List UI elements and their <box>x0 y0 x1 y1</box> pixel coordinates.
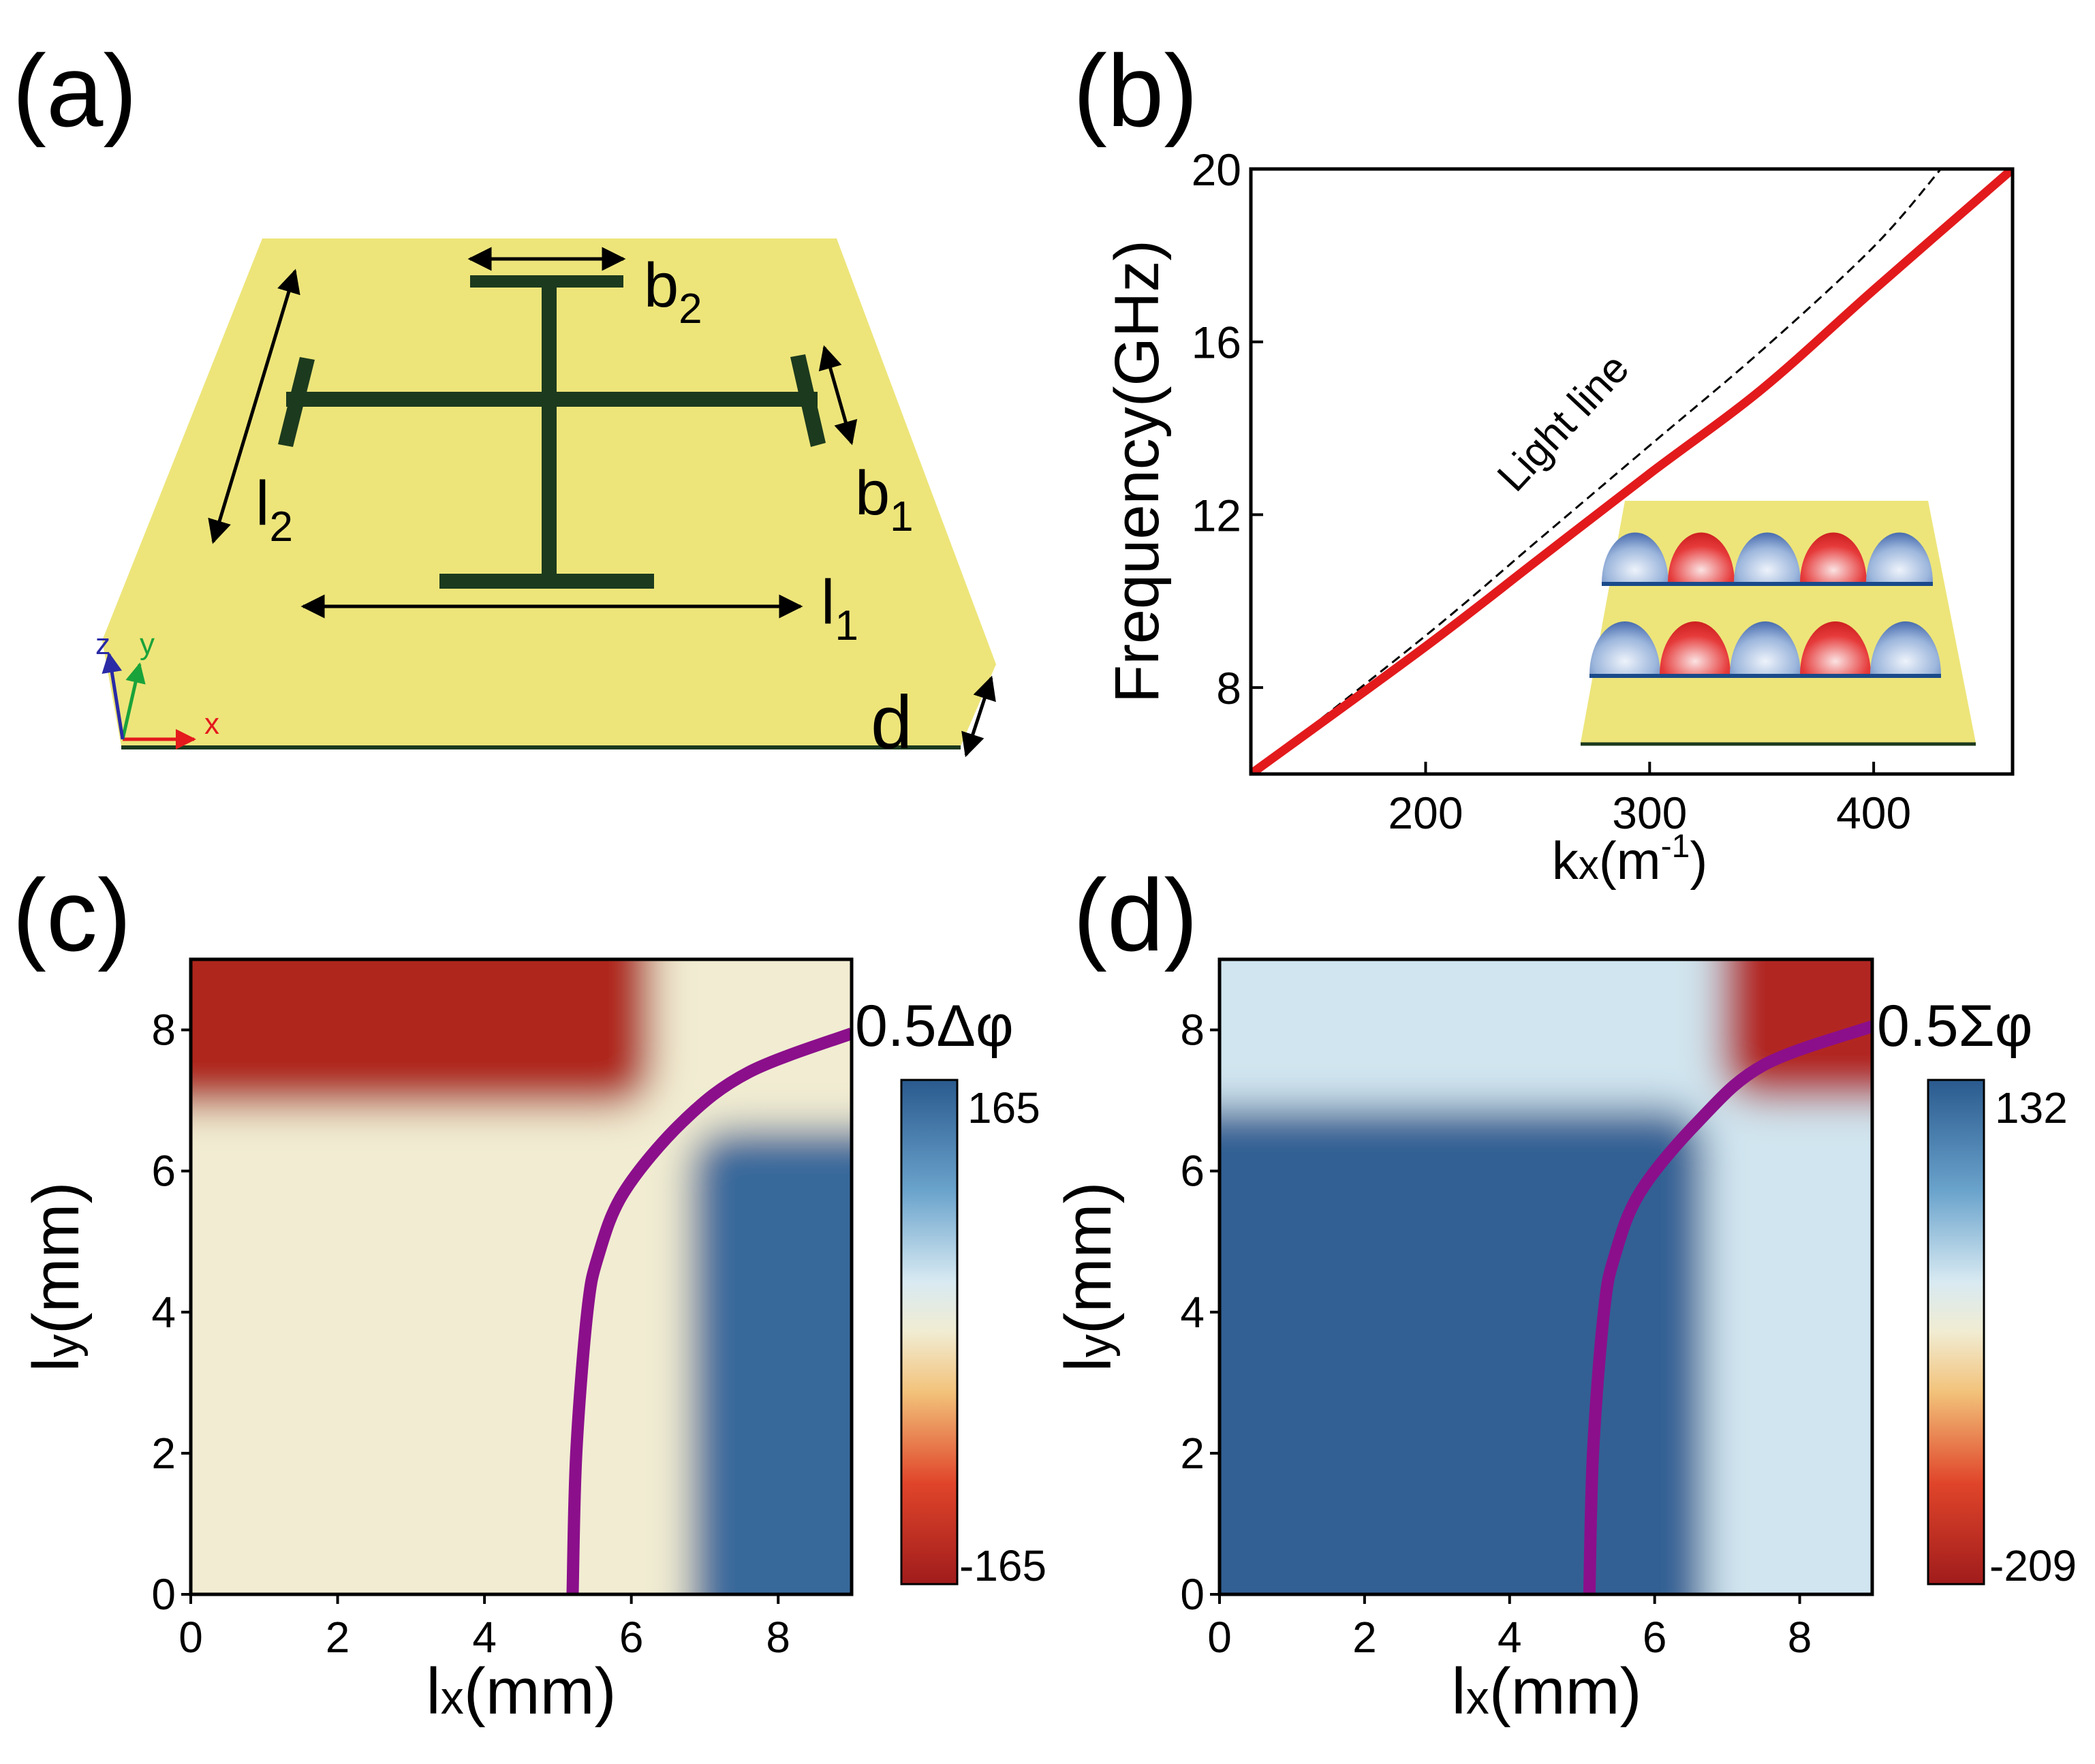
dispersion-curve <box>1251 169 2013 774</box>
red-mode-dome <box>1800 532 1867 583</box>
blue-mode-dome <box>1730 621 1801 675</box>
inset-diagram <box>1581 501 1976 746</box>
xtick-label: 0 <box>1207 1613 1232 1662</box>
heatmap-region <box>191 959 653 1108</box>
axis-y-label: y <box>140 628 155 661</box>
xtick-label: 8 <box>766 1613 790 1662</box>
xtick-label: 4 <box>472 1613 497 1662</box>
ytick-label: 0 <box>1180 1570 1205 1619</box>
b-xtick-label: 200 <box>1388 788 1463 838</box>
panel-d-curve <box>1583 1020 1872 1594</box>
panel-c-chart: 0 2 4 6 8 0 2 4 6 8 lx(mm) ly(mm) 0.5Δφ 165 -165 <box>20 957 1046 1728</box>
label-d: d <box>871 681 912 764</box>
blue-mode-dome <box>1602 532 1669 583</box>
ytick-label: 6 <box>151 1147 176 1196</box>
b-ytick-label: 16 <box>1192 318 1241 368</box>
colorbar-d-min: -209 <box>1989 1541 2077 1590</box>
panel-c-ylabel: ly(mm) <box>20 1181 93 1372</box>
xtick-label: 2 <box>326 1613 350 1662</box>
panel-c-curve <box>566 1027 852 1594</box>
ytick-label: 6 <box>1180 1147 1205 1196</box>
panel-c-ticks: 0 2 4 6 8 0 2 4 6 8 <box>151 1006 790 1662</box>
xtick-label: 2 <box>1352 1613 1377 1662</box>
ytick-label: 2 <box>151 1429 176 1478</box>
blue-mode-dome <box>1589 621 1660 675</box>
heatmap-region <box>1220 1107 1706 1594</box>
label-b1: b1 <box>855 459 914 540</box>
panel-c-label: (c) <box>12 858 131 972</box>
label-l1: l1 <box>821 568 858 649</box>
blue-mode-dome <box>1734 532 1801 583</box>
colorbar-c-min: -165 <box>959 1541 1046 1590</box>
ytick-label: 4 <box>151 1288 176 1337</box>
panel-c-frame <box>189 957 854 1596</box>
panel-b-label: (b) <box>1073 33 1198 148</box>
ytick-label: 8 <box>1180 1006 1205 1055</box>
colorbar-d-title: 0.5Σφ <box>1877 993 2032 1059</box>
b-xtick-label: 400 <box>1836 788 1911 838</box>
coordinate-axes: x y z <box>95 628 219 749</box>
panel-d-xlabel: lx(mm) <box>1451 1655 1641 1728</box>
colorbar-d <box>1927 1079 1985 1585</box>
panel-d-frame <box>1217 957 1874 1596</box>
colorbar-d-max: 132 <box>1995 1083 2068 1132</box>
ytick-label: 0 <box>151 1570 176 1619</box>
label-l2: l2 <box>255 469 293 551</box>
panel-b-ticks: 200 300 400 8 12 16 20 <box>1192 144 1912 838</box>
b-ytick-label: 8 <box>1216 663 1241 713</box>
panel-b-ylabel: Frequency(GHz) <box>1102 240 1172 703</box>
unit-cell-diagram: b2 l2 b1 l1 d x y z <box>95 238 996 764</box>
panel-c-xlabel: lx(mm) <box>426 1655 616 1728</box>
panel-b-xlabel: kx(m-1) <box>1552 829 1708 891</box>
panel-d-chart: 0 2 4 6 8 0 2 4 6 8 lx(mm) ly(mm) 0.5Σφ 132 -209 <box>1052 957 2077 1728</box>
axis-z-label: z <box>95 628 110 661</box>
blue-mode-dome <box>1866 532 1933 583</box>
red-mode-dome <box>1660 621 1731 675</box>
panel-d-label: (d) <box>1073 858 1198 972</box>
colorbar-c <box>900 1079 959 1585</box>
ytick-label: 2 <box>1180 1429 1205 1478</box>
b-ytick-label: 12 <box>1192 490 1241 540</box>
xtick-label: 0 <box>179 1613 203 1662</box>
xtick-label: 6 <box>1643 1613 1667 1662</box>
heatmap-region <box>689 1128 852 1594</box>
blue-mode-dome <box>1870 621 1941 675</box>
label-b2: b2 <box>644 251 702 332</box>
panel-b-frame <box>1249 167 2015 776</box>
xtick-label: 4 <box>1497 1613 1522 1662</box>
panel-d-ylabel: ly(mm) <box>1052 1181 1125 1372</box>
b-ytick-label: 20 <box>1192 144 1241 195</box>
b-xtick-label: 300 <box>1612 788 1687 838</box>
panel-b-chart: 200 300 400 8 12 16 20 Light line Frequency(GH… <box>1102 144 2015 891</box>
ytick-label: 8 <box>151 1006 176 1055</box>
red-mode-dome <box>1668 532 1735 583</box>
ytick-label: 4 <box>1180 1288 1205 1337</box>
dimension-arrows <box>208 247 996 758</box>
light-line <box>1251 169 1942 774</box>
colorbar-c-title: 0.5Δφ <box>855 993 1014 1059</box>
light-line-label: Light line <box>1489 345 1639 501</box>
xtick-label: 8 <box>1788 1613 1812 1662</box>
colorbar-c-max: 165 <box>967 1083 1040 1132</box>
axis-x-label: x <box>204 707 219 741</box>
xtick-label: 6 <box>619 1613 644 1662</box>
panel-a-label: (a) <box>12 33 137 148</box>
panel-d-ticks: 0 2 4 6 8 0 2 4 6 8 <box>1180 1006 1812 1662</box>
red-mode-dome <box>1800 621 1871 675</box>
